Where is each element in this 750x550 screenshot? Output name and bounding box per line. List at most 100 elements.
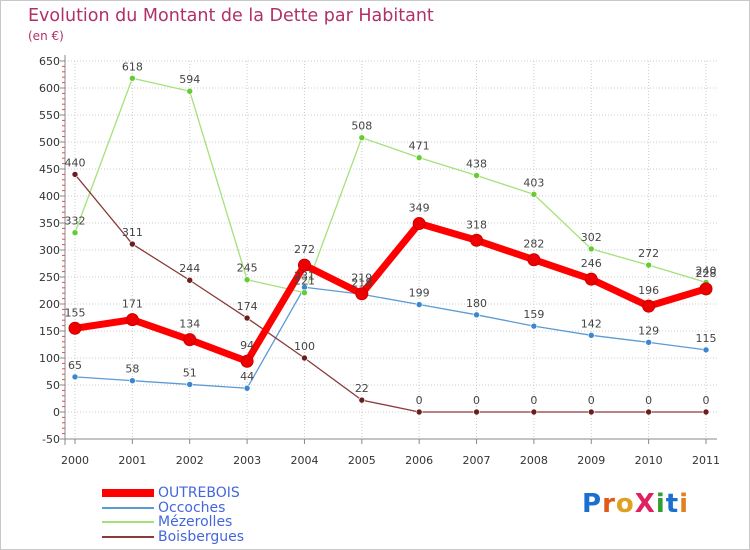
data-label: 403 [523,176,544,189]
x-tick-label: 2002 [176,454,204,467]
data-label: 349 [409,202,430,215]
data-point [530,322,538,330]
data-label: 0 [473,394,480,407]
data-label: 440 [65,156,86,169]
data-point [587,332,595,339]
logo-letter: i [679,489,690,519]
data-label: 245 [237,262,258,275]
legend-label: OUTREBOIS [158,485,240,501]
data-label: 302 [581,231,602,244]
data-point [530,191,538,198]
data-label: 129 [638,324,659,337]
data-label: 155 [65,306,86,319]
legend-label: Mézerolles [158,514,233,530]
data-point [702,408,710,416]
series-line-mézerolles [74,77,707,294]
logo-letter: P [582,489,603,519]
data-point [473,172,480,179]
y-tick-label: 500 [39,136,60,149]
y-tick-label: 100 [39,352,60,365]
data-label: 272 [638,247,659,260]
data-point [301,354,308,362]
data-label: 0 [416,394,423,407]
logo-letter: o [615,489,635,519]
data-label: 244 [179,262,200,275]
data-label: 180 [466,297,487,310]
data-point [129,74,136,82]
y-tick-label: 250 [39,271,60,284]
data-point [415,301,423,308]
data-point [584,272,598,286]
series-line-boisbergues [74,173,707,413]
data-label: 159 [523,308,544,321]
data-label: 100 [294,340,315,353]
data-label: 272 [294,243,315,256]
data-label: 311 [122,226,143,239]
data-point [71,229,79,237]
data-label: 44 [240,370,254,383]
legend-swatch [102,489,154,497]
data-point [68,321,82,335]
legend-swatch [102,506,154,509]
logo-letter: t [665,489,680,519]
y-tick-label: 300 [39,244,60,257]
logo-letter: X [634,489,656,519]
data-label: 174 [237,300,258,313]
chart-title: Evolution du Montant de la Dette par Hab… [28,6,434,26]
data-point [702,346,710,354]
x-tick-label: 2001 [118,454,146,467]
x-tick-label: 2004 [290,454,318,467]
y-tick-label: 550 [39,109,60,122]
data-point [186,381,194,388]
data-label: 0 [703,394,710,407]
x-tick-label: 2000 [61,454,89,467]
y-tick-label: 450 [39,163,60,176]
data-point [470,233,484,247]
y-tick-label: 650 [39,55,60,68]
data-point [129,377,136,384]
data-point [125,313,139,327]
legend-item: Mézerolles [102,515,232,529]
data-point [473,311,480,319]
data-label: 219 [351,272,372,285]
data-point [645,261,652,269]
data-point [297,258,311,272]
data-point [358,396,366,404]
data-point [129,240,136,248]
data-point [186,87,194,95]
data-point [415,154,423,161]
x-tick-label: 2009 [577,454,605,467]
x-tick-label: 2005 [348,454,376,467]
data-label: 246 [581,257,602,270]
legend-item: Boisbergues [102,530,244,544]
data-label: 0 [645,394,652,407]
data-label: 199 [409,287,430,300]
data-label: 134 [179,318,200,331]
data-label: 618 [122,60,143,73]
data-point [240,354,254,368]
x-tick-label: 2007 [463,454,491,467]
y-tick-label: 350 [39,217,60,230]
data-label: 171 [122,298,143,311]
y-tick-label: 150 [39,325,60,338]
y-tick-label: 400 [39,190,60,203]
logo-letter: r [602,489,616,519]
legend-label: Boisbergues [158,528,245,545]
data-point [71,373,79,381]
legend-label: Occoches [158,499,226,516]
data-point [358,134,366,141]
data-label: 94 [240,339,254,352]
y-tick-label: 0 [53,406,60,419]
legend-swatch [102,521,154,523]
data-label: 218 [351,276,372,289]
data-label: 0 [530,394,537,407]
data-point [699,282,713,296]
chart-unit-label: (en €) [28,29,64,43]
proxiti-logo: ProXiti [582,489,689,519]
legend-swatch [102,535,154,538]
data-point [645,339,652,346]
data-point [530,408,538,416]
data-point [243,384,251,392]
x-tick-label: 2008 [520,454,548,467]
